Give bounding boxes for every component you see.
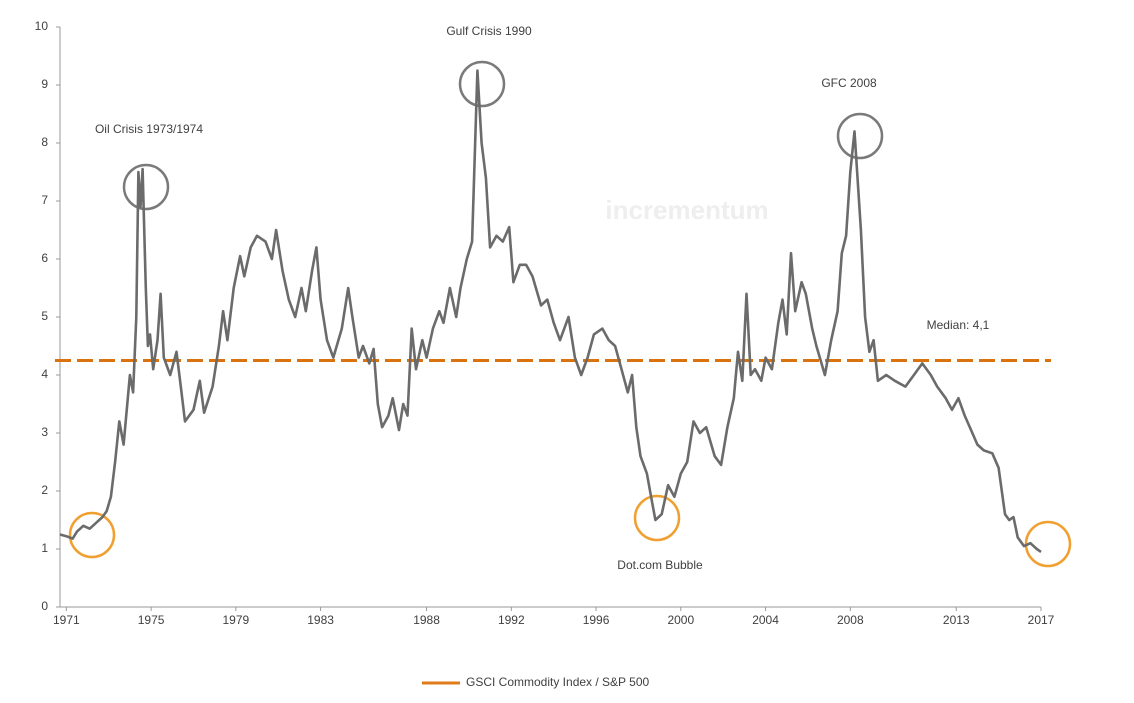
y-tick-label: 0 — [41, 599, 48, 613]
x-tick-label: 1975 — [138, 613, 165, 627]
watermark: incrementum — [605, 195, 768, 225]
highlight-ring — [122, 163, 170, 211]
x-tick-label: 2013 — [943, 613, 970, 627]
x-tick-label: 1979 — [223, 613, 250, 627]
y-tick-label: 4 — [41, 367, 48, 381]
annotation: Oil Crisis 1973/1974 — [95, 122, 203, 136]
y-tick-label: 8 — [41, 135, 48, 149]
x-tick-label: 2000 — [667, 613, 694, 627]
y-tick-label: 6 — [41, 251, 48, 265]
x-tick-label: 1983 — [307, 613, 334, 627]
x-tick-label: 1988 — [413, 613, 440, 627]
annotation: Gulf Crisis 1990 — [446, 24, 532, 38]
x-tick-label: 2017 — [1028, 613, 1055, 627]
highlight-ring — [458, 60, 506, 108]
annotation: Dot.com Bubble — [617, 558, 703, 572]
x-tick-label: 1971 — [53, 613, 80, 627]
y-tick-label: 7 — [41, 193, 48, 207]
y-tick-label: 9 — [41, 77, 48, 91]
highlight-ring — [633, 494, 681, 542]
x-tick-label: 2008 — [837, 613, 864, 627]
data-line — [59, 69, 1042, 553]
y-tick-label: 5 — [41, 309, 48, 323]
x-tick-label: 1992 — [498, 613, 525, 627]
y-tick-label: 1 — [41, 541, 48, 555]
x-tick-label: 2004 — [752, 613, 779, 627]
y-tick-label: 3 — [41, 425, 48, 439]
x-tick-label: 1996 — [583, 613, 610, 627]
annotation: GFC 2008 — [821, 76, 877, 90]
legend-label: GSCI Commodity Index / S&P 500 — [466, 675, 650, 689]
highlight-ring — [68, 511, 116, 559]
highlight-ring — [836, 112, 884, 160]
annotation: Median: 4,1 — [927, 318, 990, 332]
y-tick-label: 10 — [35, 19, 49, 33]
y-tick-label: 2 — [41, 483, 48, 497]
